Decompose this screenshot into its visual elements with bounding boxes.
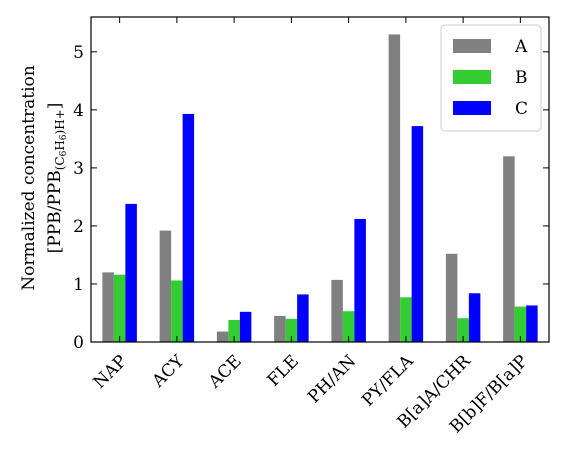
legend: ABC: [440, 24, 542, 132]
x-tick-label-PH/AN: PH/AN: [304, 351, 360, 407]
bar-A-NAP: [102, 272, 114, 342]
bar-B-ACE: [228, 319, 240, 342]
bar-C-ACE: [239, 311, 252, 342]
y-tick-label-5: 5: [73, 43, 84, 63]
bar-B-B[b]F/B[a]P: [514, 306, 527, 342]
x-tick-label-FLE: FLE: [264, 351, 303, 390]
bar-C-NAP: [125, 203, 137, 343]
bar-A-FLE: [274, 315, 286, 342]
axes-frame: [90, 16, 550, 343]
y-tick-label-4: 4: [73, 101, 84, 121]
legend-swatch-C: [453, 101, 491, 115]
bar-C-PH/AN: [354, 218, 366, 342]
y-axis-label-line1: Normalized concentration: [19, 65, 39, 291]
bar-B-ACY: [171, 280, 183, 342]
x-tick-label-ACY: ACY: [148, 351, 189, 392]
legend-swatch-A: [453, 39, 491, 53]
y-axis-label: Normalized concentration [PPB/PPB(C6H6)H…: [19, 65, 69, 291]
legend-label-C: C: [515, 99, 528, 119]
bar-B-PH/AN: [342, 311, 355, 342]
y-tick-label-2: 2: [73, 217, 84, 237]
bar-B-PY/FLA: [400, 297, 412, 342]
bar-A-B[b]F/B[a]P: [503, 156, 515, 342]
x-tick-label-NAP: NAP: [90, 351, 131, 392]
bar-C-FLE: [297, 294, 309, 342]
bar-B-FLE: [285, 318, 298, 342]
bar-A-ACE: [216, 331, 229, 342]
bar-C-ACY: [182, 113, 195, 342]
legend-label-A: A: [514, 37, 528, 57]
y-tick-label-3: 3: [73, 159, 84, 179]
bar-C-PY/FLA: [411, 126, 424, 342]
bar-A-B[a]A/CHR: [445, 253, 458, 342]
bar-A-PY/FLA: [388, 34, 401, 342]
legend-label-B: B: [515, 68, 528, 88]
bar-C-B[a]A/CHR: [468, 293, 481, 342]
bar-B-B[a]A/CHR: [457, 318, 469, 342]
bar-B-NAP: [113, 274, 126, 342]
y-tick-label-0: 0: [73, 333, 84, 353]
y-axis-label-line2: [PPB/PPB(C6H6)H+]: [45, 103, 69, 254]
bar-C-B[b]F/B[a]P: [526, 305, 538, 342]
bar-A-ACY: [159, 230, 172, 342]
y-tick-label-1: 1: [73, 275, 84, 295]
legend-swatch-B: [453, 70, 491, 84]
x-tick-label-ACE: ACE: [204, 351, 246, 393]
bar-A-PH/AN: [331, 279, 343, 342]
